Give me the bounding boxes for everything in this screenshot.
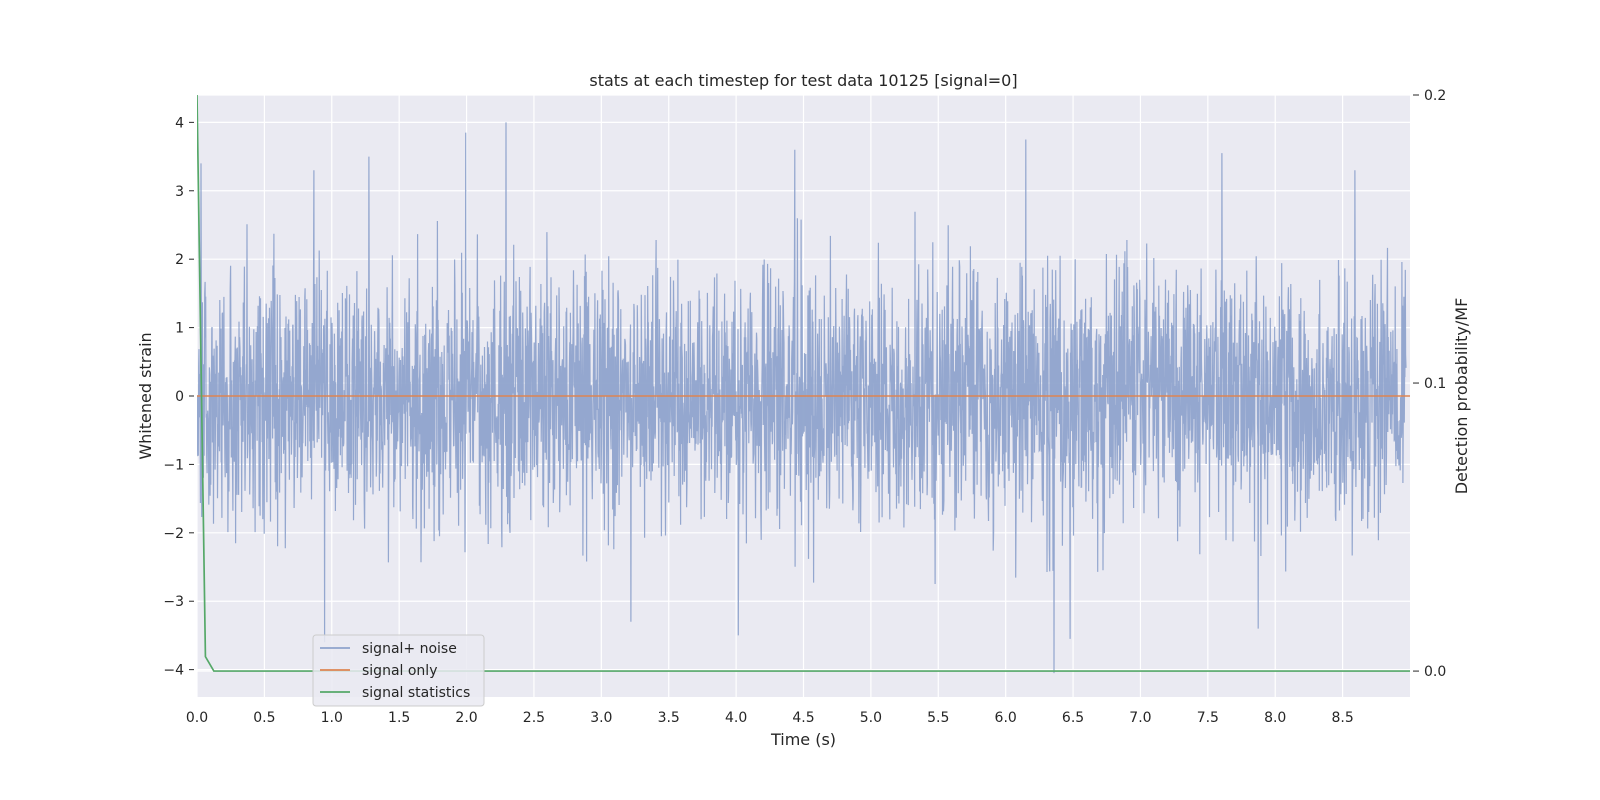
y-tick-label: 4: [175, 115, 184, 131]
y-tick-label: 1: [175, 321, 184, 337]
x-tick-label: 0.0: [186, 710, 208, 726]
x-tick-label: 1.5: [388, 710, 410, 726]
legend-box: [312, 634, 485, 707]
y-tick-label: −3: [163, 594, 184, 610]
x-tick-label: 7.5: [1197, 710, 1219, 726]
y-tick-label: 3: [175, 184, 184, 200]
series-signal-noise: [197, 122, 1407, 674]
x-tick-label: 6.5: [1062, 710, 1084, 726]
x-tick-label: 8.0: [1264, 710, 1286, 726]
x-tick-label: 6.0: [995, 710, 1017, 726]
series-signal-statistics: [197, 95, 1410, 672]
x-tick-label: 2.0: [455, 710, 477, 726]
x-axis-label: Time (s): [770, 730, 836, 749]
chart-title: stats at each timestep for test data 101…: [589, 71, 1017, 90]
x-tick-label: 4.0: [725, 710, 747, 726]
x-tick-label: 2.5: [523, 710, 545, 726]
legend-label: signal only: [362, 663, 437, 679]
y-axis-right-label: Detection probability/MF: [1452, 298, 1471, 495]
y-axis-label: Whitened strain: [136, 332, 155, 459]
x-tick-label: 3.5: [658, 710, 680, 726]
series-layer: [197, 95, 1410, 674]
y-right-tick-label: 0.2: [1424, 88, 1446, 104]
x-tick-label: 5.5: [927, 710, 949, 726]
y-tick-label: 0: [175, 389, 184, 405]
x-tick-label: 8.5: [1331, 710, 1353, 726]
x-tick-label: 7.0: [1129, 710, 1151, 726]
y-tick-label: −2: [163, 526, 184, 542]
legend-label: signal statistics: [362, 685, 470, 701]
y-tick-label: −1: [163, 457, 184, 473]
legend-label: signal+ noise: [362, 641, 457, 657]
y-tick-label: 2: [175, 252, 184, 268]
x-tick-label: 4.5: [792, 710, 814, 726]
x-tick-label: 3.0: [590, 710, 612, 726]
y-tick-label: −4: [163, 663, 184, 679]
y-right-tick-label: 0.1: [1424, 376, 1446, 392]
y-right-tick-label: 0.0: [1424, 664, 1446, 680]
x-tick-label: 1.0: [321, 710, 343, 726]
x-tick-label: 5.0: [860, 710, 882, 726]
x-tick-label: 0.5: [253, 710, 275, 726]
axes: 0.0 0.5 1.0 1.5 2.0 2.5 3.0 3.5 4.0 4.5 5.0 5.5 6.0 6…: [163, 88, 1446, 726]
legend: signal+ noise signal only signal statistic…: [312, 634, 485, 707]
